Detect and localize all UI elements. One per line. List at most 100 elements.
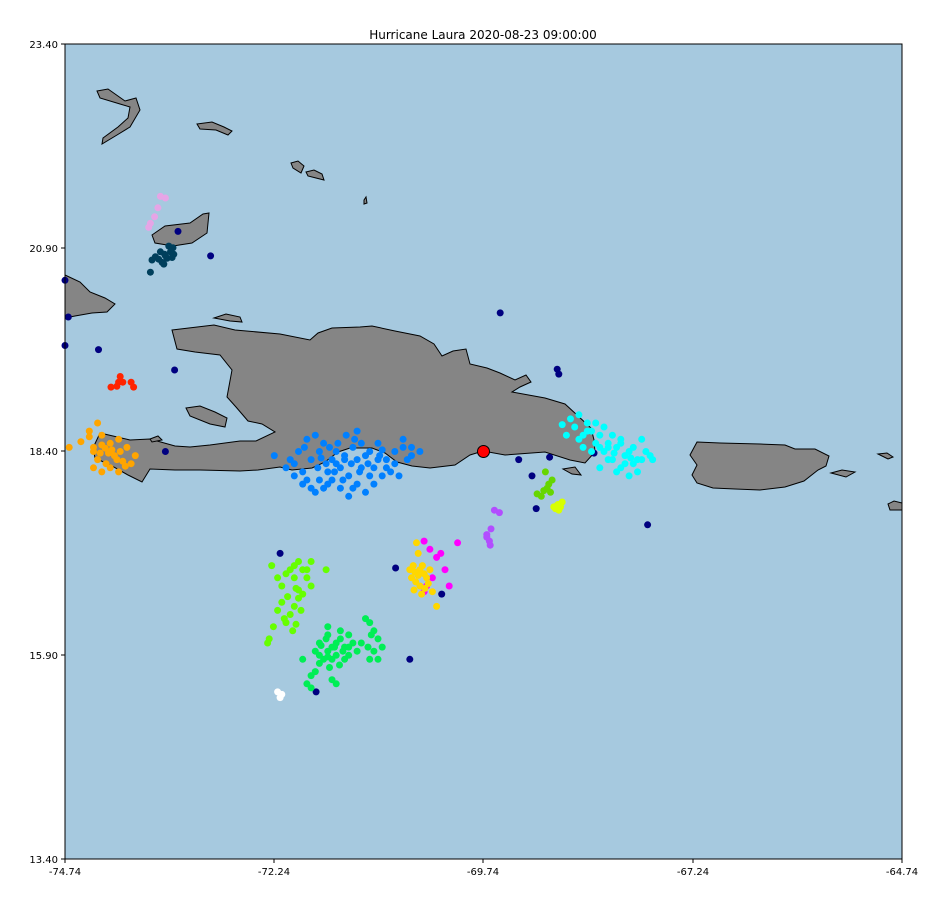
data-point bbox=[274, 606, 282, 614]
data-point bbox=[546, 453, 554, 461]
data-point bbox=[94, 419, 102, 427]
data-point bbox=[437, 549, 445, 557]
data-point bbox=[151, 213, 159, 221]
data-point bbox=[332, 680, 340, 688]
island-hispaniola bbox=[92, 324, 596, 483]
data-point bbox=[596, 431, 604, 439]
data-point bbox=[558, 421, 566, 429]
data-point bbox=[515, 456, 523, 464]
data-point bbox=[322, 460, 330, 468]
data-point bbox=[625, 472, 633, 480]
data-point bbox=[336, 484, 344, 492]
data-point bbox=[77, 438, 85, 446]
data-point bbox=[148, 256, 156, 264]
data-point bbox=[408, 443, 415, 451]
data-point bbox=[312, 688, 320, 696]
data-point bbox=[553, 501, 561, 509]
data-point bbox=[303, 566, 311, 574]
data-point bbox=[366, 619, 374, 627]
y-tick-label: 23.40 bbox=[29, 40, 58, 51]
data-point bbox=[290, 460, 298, 468]
data-point bbox=[374, 635, 382, 643]
data-point bbox=[207, 252, 215, 260]
data-point bbox=[644, 521, 652, 529]
data-point bbox=[116, 448, 124, 455]
data-point bbox=[332, 651, 340, 659]
island-saona bbox=[561, 466, 583, 476]
data-point bbox=[428, 574, 436, 582]
data-point bbox=[418, 562, 426, 570]
data-point bbox=[307, 684, 315, 692]
data-point bbox=[278, 582, 286, 590]
data-point bbox=[322, 566, 330, 574]
data-point bbox=[292, 620, 300, 628]
data-point bbox=[131, 452, 139, 460]
data-point bbox=[349, 443, 357, 451]
data-point bbox=[336, 464, 344, 472]
data-point bbox=[406, 655, 414, 663]
island-culebra bbox=[876, 452, 895, 460]
data-point bbox=[307, 456, 315, 464]
data-point bbox=[575, 435, 583, 443]
island-vache bbox=[149, 435, 164, 443]
data-point bbox=[115, 378, 123, 386]
data-point bbox=[413, 539, 420, 547]
data-point bbox=[274, 574, 282, 582]
point-layer bbox=[61, 192, 657, 702]
data-point bbox=[64, 313, 72, 321]
data-point bbox=[123, 443, 131, 451]
data-point bbox=[642, 448, 650, 455]
data-point bbox=[362, 452, 369, 460]
data-point bbox=[174, 227, 182, 235]
data-point bbox=[562, 431, 570, 439]
data-point bbox=[588, 448, 595, 455]
data-point bbox=[307, 558, 315, 565]
data-point bbox=[438, 590, 446, 598]
data-point bbox=[282, 464, 290, 472]
x-axis: -74.74 -72.24 -69.74 -67.24 -64.74 bbox=[49, 859, 918, 878]
data-point bbox=[496, 309, 504, 317]
landmass-layer bbox=[64, 88, 903, 511]
data-point bbox=[567, 415, 574, 423]
data-point bbox=[378, 472, 386, 480]
data-point bbox=[300, 443, 308, 451]
data-point bbox=[130, 383, 138, 391]
data-point bbox=[374, 655, 382, 663]
data-point bbox=[286, 611, 294, 618]
data-point bbox=[387, 468, 395, 476]
data-point bbox=[264, 639, 272, 647]
data-point bbox=[284, 593, 292, 601]
data-point bbox=[276, 694, 284, 702]
x-tick-label: -72.24 bbox=[258, 867, 290, 878]
data-point bbox=[351, 435, 359, 443]
data-point bbox=[315, 476, 323, 484]
data-point bbox=[391, 460, 399, 468]
data-point bbox=[108, 446, 116, 454]
data-point bbox=[155, 255, 163, 263]
data-point bbox=[280, 615, 288, 623]
data-point bbox=[336, 627, 344, 635]
data-point bbox=[604, 443, 612, 451]
data-point bbox=[382, 456, 390, 464]
data-point bbox=[399, 435, 407, 443]
data-point bbox=[366, 472, 374, 480]
island-caicos-west bbox=[290, 160, 305, 174]
data-point bbox=[171, 366, 179, 374]
data-point bbox=[331, 643, 338, 651]
data-point bbox=[634, 468, 641, 476]
data-point bbox=[428, 588, 436, 596]
data-point bbox=[289, 627, 297, 635]
data-point bbox=[106, 439, 114, 447]
data-point bbox=[270, 452, 278, 460]
data-point bbox=[113, 456, 121, 464]
data-point bbox=[107, 383, 115, 391]
data-point bbox=[290, 602, 298, 610]
data-point bbox=[613, 468, 621, 476]
data-point bbox=[303, 574, 311, 582]
data-point bbox=[649, 456, 657, 464]
data-point bbox=[315, 659, 323, 667]
data-point bbox=[317, 642, 325, 649]
data-point bbox=[106, 464, 114, 472]
island-grand-turk bbox=[363, 195, 368, 205]
